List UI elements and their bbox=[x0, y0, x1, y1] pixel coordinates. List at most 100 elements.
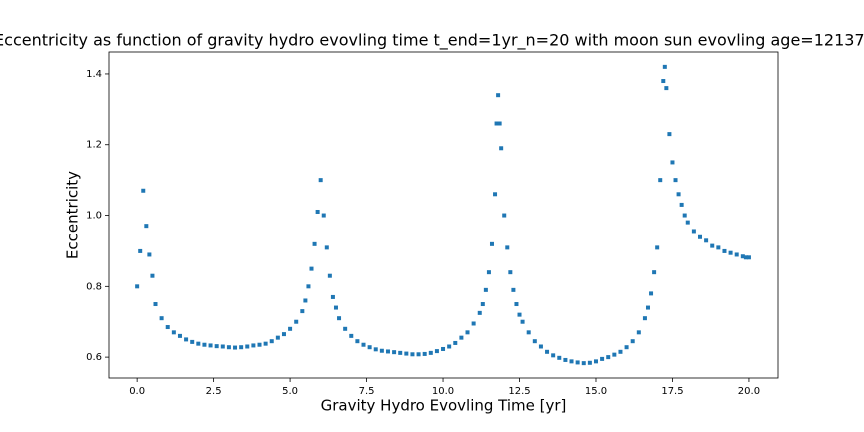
scatter-point bbox=[710, 243, 715, 248]
scatter-point bbox=[239, 345, 244, 350]
scatter-point bbox=[330, 294, 335, 299]
scatter-point bbox=[649, 291, 654, 296]
scatter-point bbox=[520, 319, 525, 324]
scatter-point bbox=[416, 352, 421, 357]
x-tick-label: 15.0 bbox=[585, 386, 607, 397]
scatter-point bbox=[667, 132, 672, 137]
scatter-point bbox=[398, 350, 403, 355]
scatter-point bbox=[645, 305, 650, 310]
scatter-point bbox=[135, 284, 140, 289]
scatter-point bbox=[477, 310, 482, 315]
scatter-point bbox=[636, 330, 641, 335]
scatter-point bbox=[673, 178, 678, 183]
scatter-point bbox=[220, 344, 225, 349]
scatter-point bbox=[642, 316, 647, 321]
scatter-point bbox=[226, 345, 231, 350]
scatter-point bbox=[728, 250, 733, 255]
x-tick-label: 10.0 bbox=[432, 386, 454, 397]
scatter-point bbox=[190, 339, 195, 344]
scatter-point bbox=[734, 252, 739, 257]
scatter-point bbox=[355, 339, 360, 344]
scatter-point bbox=[612, 352, 617, 357]
scatter-point bbox=[379, 348, 384, 353]
scatter-point bbox=[740, 254, 745, 259]
scatter-point bbox=[722, 248, 727, 253]
scatter-point bbox=[497, 121, 502, 126]
chart-title: Eccentricity as function of gravity hydr… bbox=[0, 31, 864, 51]
scatter-point bbox=[138, 248, 143, 253]
scatter-point bbox=[196, 341, 201, 346]
scatter-point bbox=[422, 351, 427, 356]
scatter-point bbox=[159, 316, 164, 321]
x-tick-label: 5.0 bbox=[282, 386, 298, 397]
scatter-point bbox=[312, 241, 317, 246]
scatter-point bbox=[508, 270, 513, 275]
scatter-point bbox=[691, 229, 696, 234]
scatter-point bbox=[630, 339, 635, 344]
scatter-point bbox=[685, 220, 690, 225]
x-tick-label: 12.5 bbox=[508, 386, 530, 397]
scatter-point bbox=[489, 241, 494, 246]
scatter-point bbox=[361, 342, 366, 347]
scatter-point bbox=[202, 342, 207, 347]
scatter-point bbox=[392, 350, 397, 355]
scatter-point bbox=[288, 326, 293, 331]
y-tick-label: 0.6 bbox=[86, 352, 102, 363]
scatter-point bbox=[496, 93, 501, 98]
scatter-point bbox=[321, 213, 326, 218]
scatter-point bbox=[245, 344, 250, 349]
scatter-point bbox=[600, 356, 605, 361]
scatter-point bbox=[538, 344, 543, 349]
scatter-point bbox=[655, 245, 660, 250]
scatter-point bbox=[662, 64, 667, 69]
scatter-point bbox=[514, 302, 519, 307]
scatter-point bbox=[208, 343, 213, 348]
scatter-point bbox=[441, 346, 446, 351]
scatter-point bbox=[315, 209, 320, 214]
x-tick-label: 7.5 bbox=[359, 386, 375, 397]
scatter-point bbox=[153, 302, 158, 307]
scatter-point bbox=[294, 319, 299, 324]
scatter-point bbox=[300, 309, 305, 314]
scatter-point bbox=[324, 245, 329, 250]
scatter-point bbox=[434, 349, 439, 354]
x-tick-label: 17.5 bbox=[661, 386, 683, 397]
scatter-point bbox=[743, 255, 748, 260]
y-tick-label: 0.8 bbox=[86, 281, 102, 292]
x-axis-label: Gravity Hydro Evovling Time [yr] bbox=[321, 397, 567, 415]
scatter-point bbox=[373, 347, 378, 352]
scatter-point bbox=[343, 326, 348, 331]
scatter-point bbox=[144, 224, 149, 229]
scatter-point bbox=[367, 345, 372, 350]
scatter-point bbox=[624, 345, 629, 350]
scatter-point bbox=[664, 86, 669, 91]
scatter-point bbox=[269, 339, 274, 344]
scatter-point bbox=[333, 305, 338, 310]
scatter-point bbox=[563, 357, 568, 362]
scatter-point bbox=[447, 344, 452, 349]
scatter-point bbox=[682, 213, 687, 218]
scatter-point bbox=[480, 302, 485, 307]
scatter-point bbox=[658, 178, 663, 183]
scatter-point bbox=[587, 360, 592, 365]
scatter-point bbox=[233, 345, 238, 350]
scatter-point bbox=[184, 337, 189, 342]
scatter-point bbox=[306, 284, 311, 289]
scatter-point bbox=[214, 344, 219, 349]
scatter-point bbox=[327, 273, 332, 278]
scatter-point bbox=[486, 270, 491, 275]
x-tick-label: 0.0 bbox=[129, 386, 145, 397]
scatter-point bbox=[483, 287, 488, 292]
scatter-point bbox=[581, 361, 586, 366]
scatter-point bbox=[670, 160, 675, 165]
scatter-point bbox=[147, 252, 152, 257]
scatter-point bbox=[557, 355, 562, 360]
y-tick-label: 1.2 bbox=[86, 140, 102, 151]
scatter-point bbox=[281, 332, 286, 337]
scatter-point bbox=[251, 343, 256, 348]
scatter-point bbox=[275, 335, 280, 340]
scatter-point bbox=[593, 359, 598, 364]
scatter-point bbox=[177, 333, 182, 338]
